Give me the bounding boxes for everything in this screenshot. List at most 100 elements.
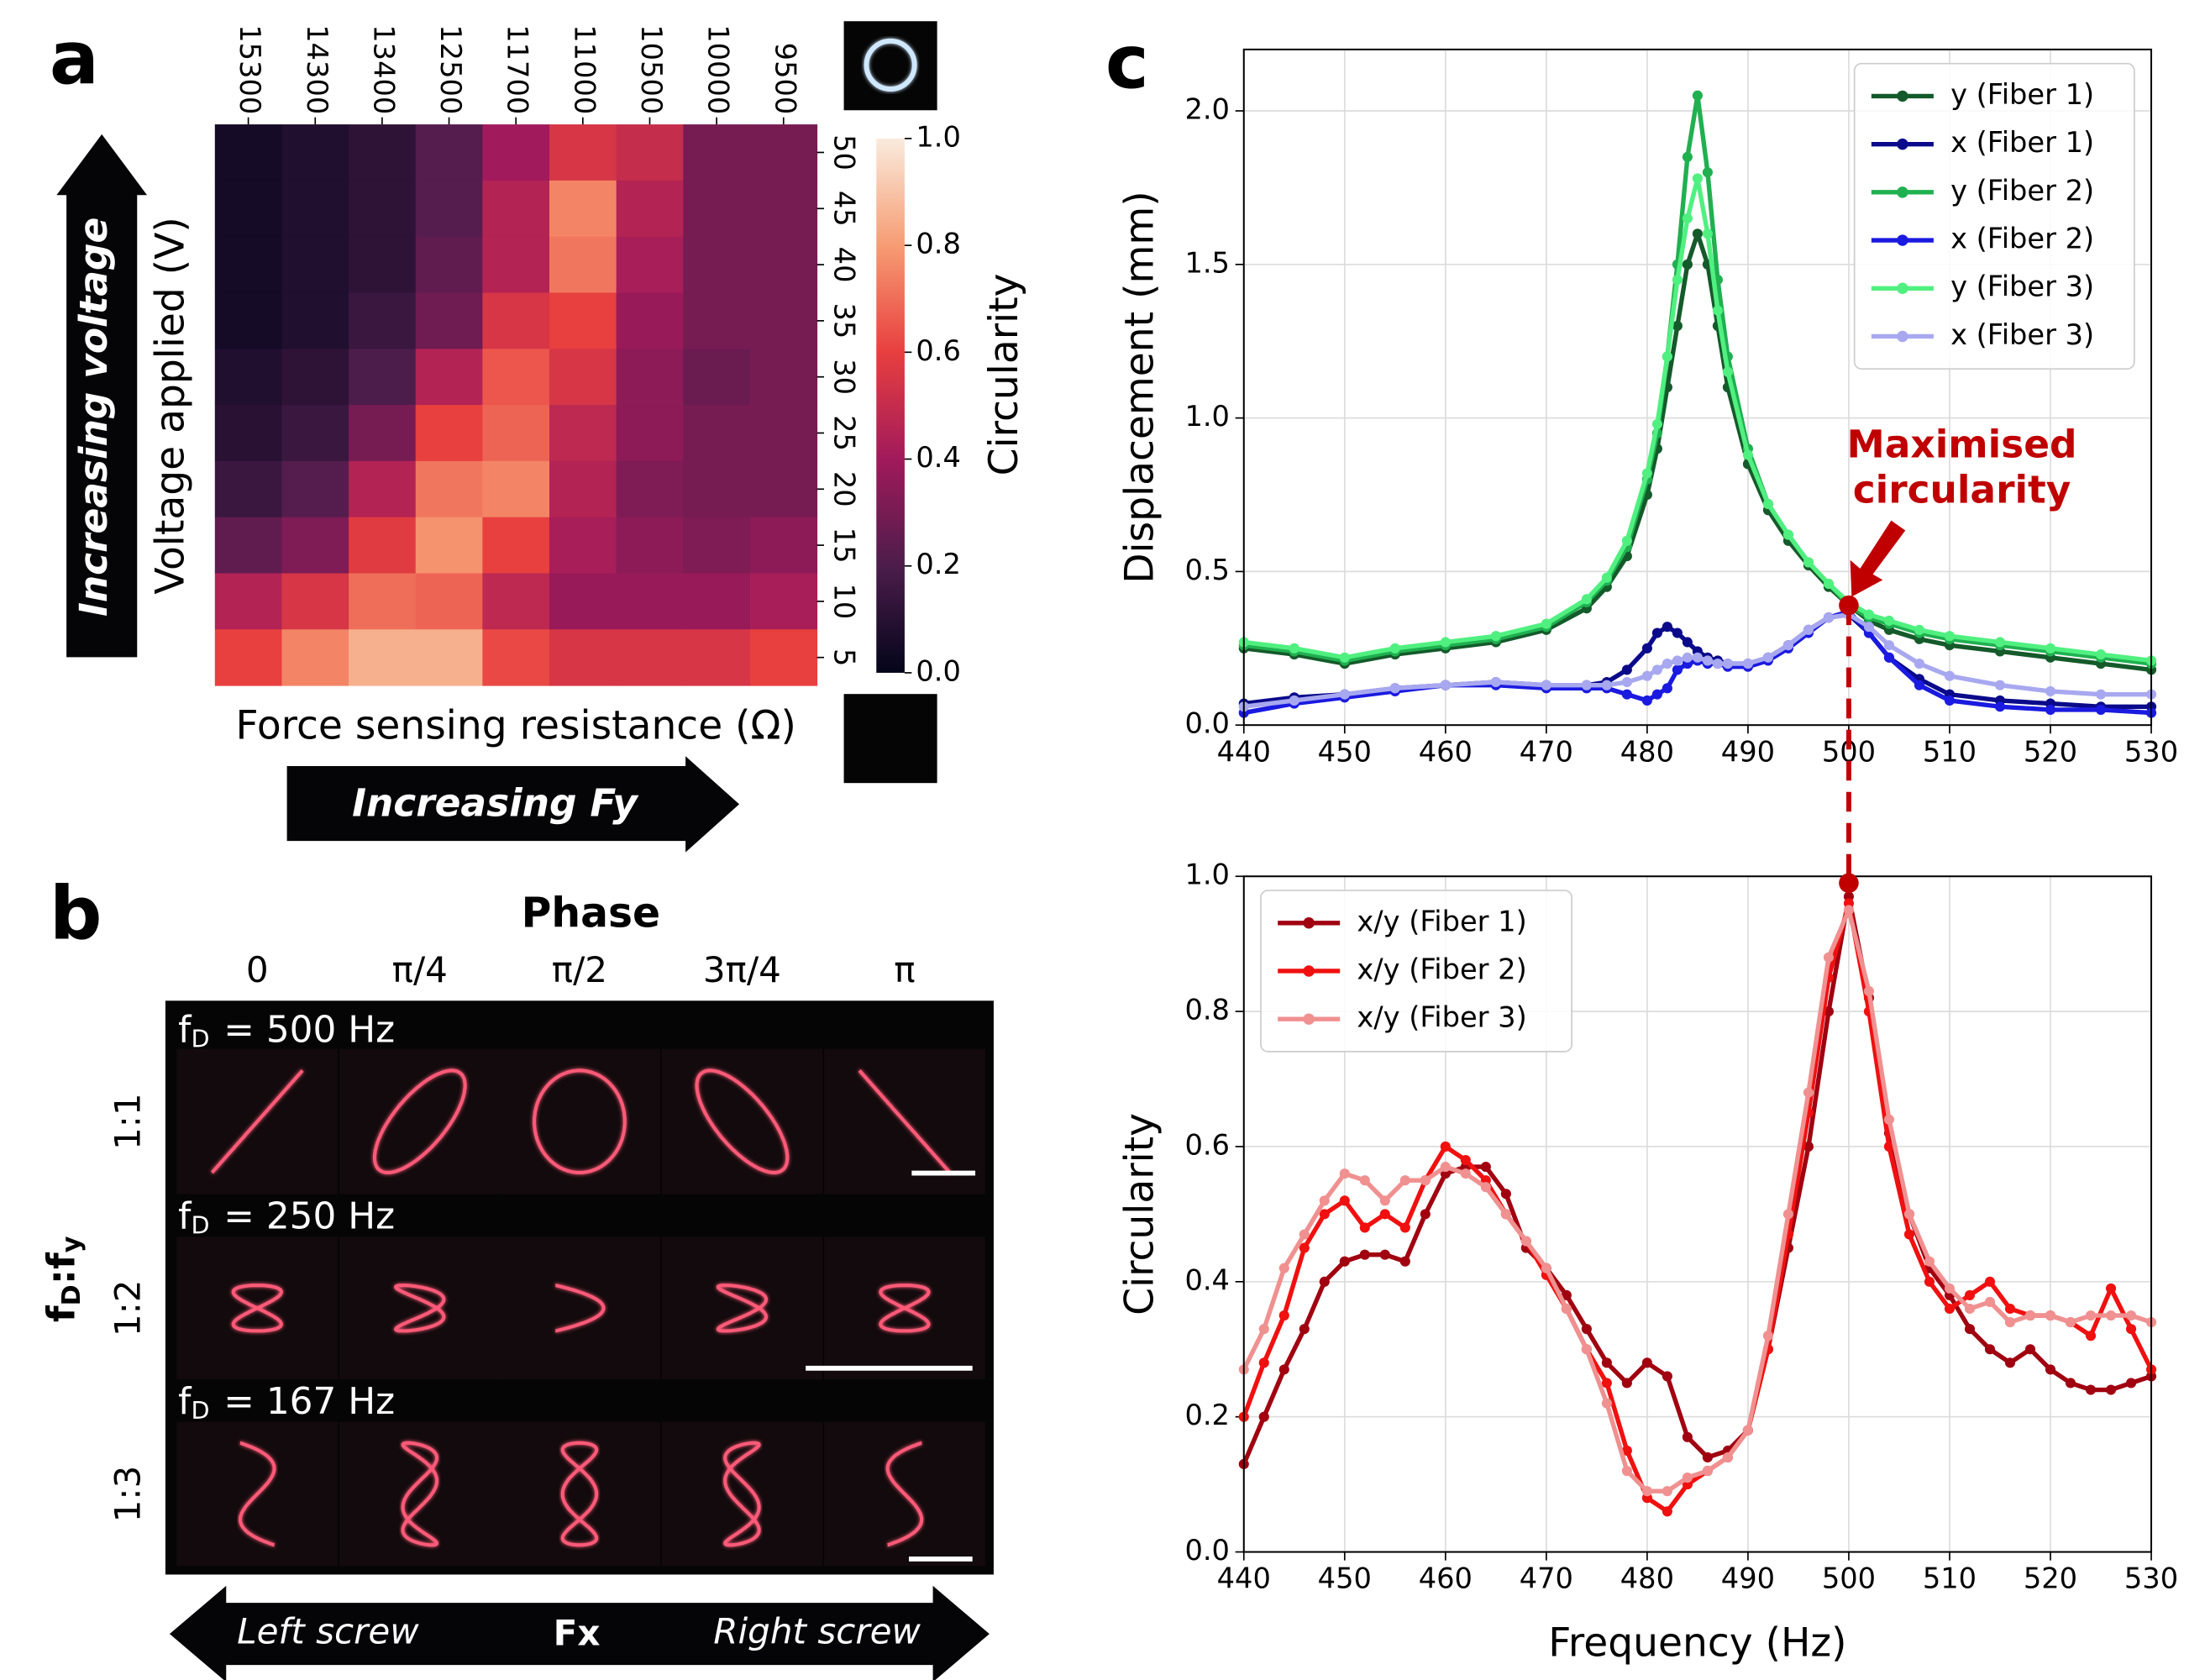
- data-point: [2085, 1384, 2097, 1395]
- heat-cell: [616, 460, 684, 518]
- lissajous: [885, 1441, 924, 1547]
- heat-cell: [749, 124, 818, 181]
- data-point: [1359, 1222, 1370, 1233]
- heat-cell: [281, 573, 349, 630]
- data-point: [1682, 652, 1693, 663]
- data-point: [1803, 1141, 1814, 1152]
- data-point: [1692, 173, 1703, 184]
- data-point: [1359, 1249, 1370, 1260]
- data-point: [2105, 1310, 2117, 1321]
- data-point: [1500, 1209, 1511, 1220]
- text: = 500 Hz: [223, 1008, 395, 1051]
- heat-cell: [482, 573, 550, 630]
- heat-cell: [549, 180, 617, 238]
- photo: [339, 1236, 501, 1380]
- data-point: [2065, 1378, 2076, 1389]
- data-point: [2024, 1310, 2036, 1321]
- data-point: [2125, 1324, 2137, 1335]
- heat-cell: [749, 629, 818, 686]
- data-point: [1651, 689, 1662, 700]
- data-point: [1994, 680, 2006, 690]
- heat-cell: [214, 460, 282, 518]
- data-point: [1319, 1195, 1330, 1206]
- heat-cell: [749, 573, 818, 630]
- legend-label: x (Fiber 2): [1950, 223, 2094, 255]
- data-point: [1641, 1357, 1652, 1368]
- data-point: [1621, 664, 1632, 675]
- phase-label: π/4: [392, 949, 448, 990]
- legend-label: x (Fiber 3): [1950, 318, 2094, 351]
- legend-marker: [1897, 186, 1908, 198]
- data-point: [1460, 1154, 1471, 1166]
- data-point: [2105, 1384, 2117, 1395]
- heat-cell: [349, 292, 417, 349]
- text: D: [191, 1024, 209, 1053]
- arrow-label: Increasing Fy: [352, 781, 639, 826]
- data-point: [1520, 1236, 1531, 1247]
- legend-label: x/y (Fiber 2): [1357, 953, 1526, 985]
- photo: [661, 1236, 823, 1380]
- photo: [339, 1048, 501, 1194]
- data-point: [1672, 275, 1683, 286]
- heat-cell: [415, 573, 483, 630]
- ratio-label: 1:3: [107, 1466, 148, 1523]
- data-point: [2045, 704, 2056, 715]
- lissajous: [716, 1284, 769, 1333]
- x-tick-label: 440: [1217, 1562, 1271, 1595]
- text: f: [178, 1380, 192, 1423]
- data-point: [1541, 1263, 1551, 1273]
- heat-cell: [415, 517, 483, 574]
- x-tick-label: 520: [2024, 1562, 2077, 1595]
- data-point: [1651, 627, 1662, 638]
- highlight-point: [1839, 873, 1859, 894]
- frequency-label: fD = 500 Hz: [178, 1008, 395, 1053]
- x-tick-label: 520: [2024, 735, 2077, 768]
- data-point: [1682, 1431, 1693, 1442]
- y-tick-label: 50: [827, 134, 860, 171]
- data-point: [1641, 695, 1652, 706]
- annotation: Maximised: [1847, 423, 2077, 467]
- data-point: [1379, 1209, 1390, 1220]
- colorbar-label: Circularity: [981, 273, 1027, 475]
- data-point: [1490, 631, 1501, 642]
- data-point: [1339, 1195, 1350, 1206]
- data-point: [1399, 1222, 1410, 1233]
- legend-marker: [1897, 282, 1908, 294]
- heat-cell: [415, 292, 483, 349]
- data-point: [1278, 1364, 1289, 1375]
- legend-marker: [1897, 234, 1908, 246]
- data-point: [1621, 1445, 1632, 1456]
- ratio-axis-label: fD:fy: [39, 1236, 86, 1322]
- data-point: [1782, 1209, 1793, 1220]
- data-point: [2065, 1317, 2076, 1328]
- data-point: [1299, 1229, 1310, 1240]
- phase-label: 0: [246, 949, 269, 990]
- data-point: [1692, 228, 1703, 239]
- heat-cell: [415, 349, 483, 406]
- colorbar-tick-label: 0.8: [916, 228, 961, 260]
- data-point: [1944, 631, 1956, 642]
- lissajous: [401, 1441, 438, 1547]
- phase-label: 3π/4: [703, 949, 781, 990]
- heat-cell: [482, 517, 550, 574]
- x-tick-label: 530: [2124, 735, 2178, 768]
- data-point: [1278, 1310, 1289, 1321]
- plot-frame: [1242, 875, 2153, 1553]
- data-point: [2004, 1303, 2016, 1315]
- series-line: [1242, 907, 2152, 1494]
- data-point: [1289, 643, 1299, 654]
- data-point: [1601, 572, 1612, 583]
- data-point: [2125, 1378, 2137, 1389]
- data-point: [1722, 366, 1733, 377]
- heat-cell: [549, 292, 617, 349]
- y-tick-label: 1.0: [1184, 400, 1230, 433]
- text: = 167 Hz: [223, 1380, 395, 1423]
- data-point: [1682, 259, 1693, 270]
- x-tick-label: 490: [1721, 735, 1775, 768]
- heat-cell: [749, 460, 818, 518]
- data-point: [1742, 1425, 1753, 1436]
- data-point: [1601, 1357, 1612, 1368]
- data-point: [1541, 618, 1551, 629]
- heat-cell: [214, 349, 282, 406]
- data-point: [1258, 1411, 1269, 1422]
